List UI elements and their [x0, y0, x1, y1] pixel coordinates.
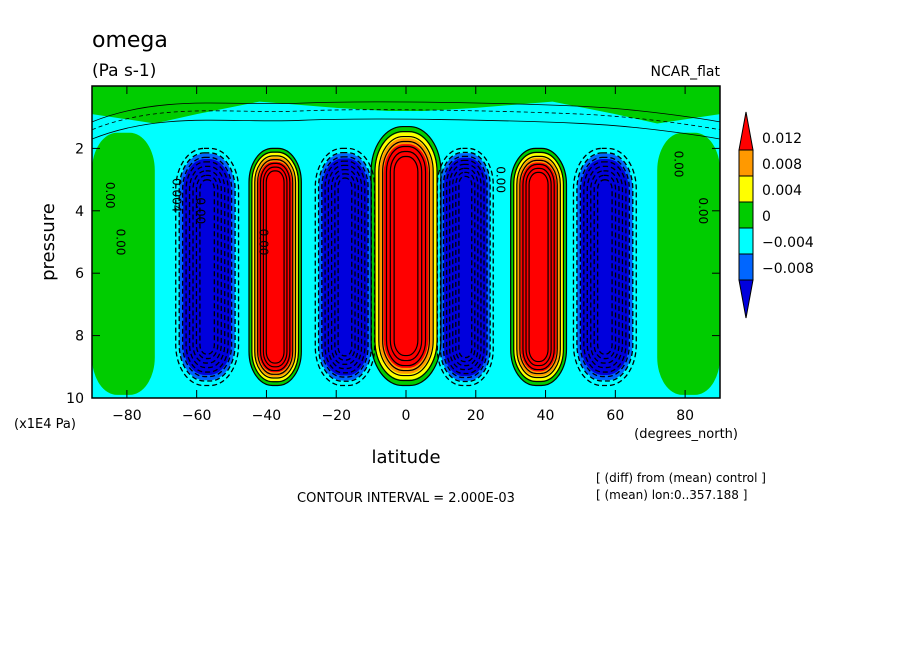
contour-lines: [92, 101, 720, 387]
colorbar: 0.012 0.008 0.004 0 −0.004 −0.008: [738, 111, 814, 319]
colorbar-swatch: [738, 175, 754, 203]
x-axis-label: latitude: [371, 447, 440, 468]
y-axis: 2 4 6 8 10: [66, 141, 720, 407]
contour-label: 0.004: [169, 178, 183, 212]
x-tick-label: −20: [321, 408, 351, 424]
colorbar-swatch: [738, 279, 754, 319]
y-tick-label: 4: [75, 204, 84, 220]
x-tick-label: −80: [112, 408, 142, 424]
contour-label: 0.00: [113, 229, 127, 256]
chart-units: (Pa s-1): [92, 61, 156, 81]
diff-note: [ (diff) from (mean) control ]: [596, 471, 766, 485]
contour-label: 0.00: [103, 182, 117, 209]
contour-region-polar-south: [92, 132, 155, 395]
y-tick-label: 6: [75, 266, 84, 282]
contour-region-equator-red: [371, 126, 441, 386]
chart-title: omega: [92, 28, 168, 53]
colorbar-swatch: [738, 227, 754, 255]
x-tick-label: 80: [676, 408, 694, 424]
colorbar-label: −0.008: [762, 261, 814, 277]
colorbar-swatch: [738, 253, 754, 281]
x-tick-label: 0: [402, 408, 411, 424]
colorbar-label: 0: [762, 209, 771, 225]
y-tick-label: 2: [75, 141, 84, 157]
colorbar-swatch: [738, 149, 754, 177]
colorbar-label: −0.004: [762, 235, 814, 251]
colorbar-swatch: [738, 111, 754, 151]
contour-label: 0.00: [696, 197, 710, 224]
colorbar-label: 0.012: [762, 131, 802, 147]
y-tick-label: 10: [66, 391, 84, 407]
contour-label: 0.00: [194, 197, 208, 224]
x-tick-label: 40: [537, 408, 555, 424]
contour-region-south-blue: [175, 148, 239, 386]
contour-label: 0.00: [494, 166, 508, 193]
contour-region-north-blue: [573, 148, 637, 386]
contour-label: 0.00: [672, 151, 686, 178]
x-tick-label: −60: [182, 408, 212, 424]
contour-label: 0.00: [256, 229, 270, 256]
contour-interval-note: CONTOUR INTERVAL = 2.000E-03: [297, 491, 515, 506]
colorbar-label: 0.008: [762, 157, 802, 173]
x-tick-label: 20: [467, 408, 485, 424]
contour-region-polar-north: [657, 132, 720, 395]
contour-region-north-inner-blue: [437, 148, 494, 386]
y-axis-units: (x1E4 Pa): [14, 417, 76, 432]
contour-region-upper-positive: [92, 86, 720, 124]
contour-region-south-red: [249, 148, 302, 386]
colorbar-label: 0.004: [762, 183, 802, 199]
x-axis: −80 −60 −40 −20 0 20 40 60 80: [112, 86, 694, 424]
dataset-label: NCAR_flat: [651, 64, 721, 80]
x-axis-units: (degrees_north): [634, 427, 738, 442]
y-axis-label: pressure: [38, 203, 59, 281]
x-tick-label: −40: [252, 408, 282, 424]
y-tick-label: 8: [75, 329, 84, 345]
contour-region-south-inner-blue: [315, 148, 375, 386]
contour-labels: 0.00 0.00 0.004 0.00 0.00 0.00 0.00 0.00: [103, 151, 710, 256]
x-tick-label: 60: [606, 408, 624, 424]
mean-note: [ (mean) lon:0..357.188 ]: [596, 488, 747, 502]
colorbar-swatch: [738, 201, 754, 229]
contour-region-north-red: [510, 148, 567, 386]
